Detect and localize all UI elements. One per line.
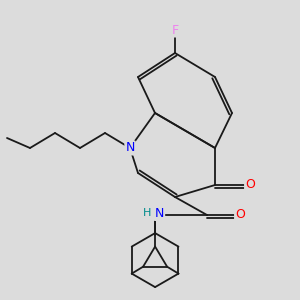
Text: N: N [155, 207, 164, 220]
Text: F: F [171, 23, 178, 37]
Text: N: N [125, 142, 135, 154]
Text: O: O [245, 178, 255, 191]
Text: H: H [143, 208, 152, 218]
Text: O: O [235, 208, 245, 221]
